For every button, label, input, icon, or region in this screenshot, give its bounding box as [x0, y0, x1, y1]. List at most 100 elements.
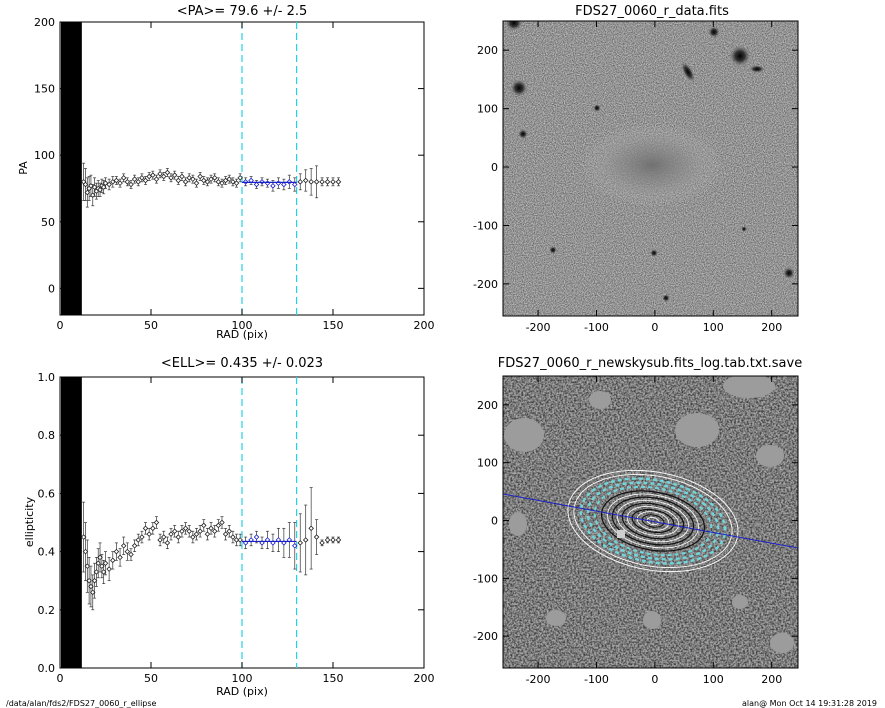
pa-data-point: [120, 173, 127, 183]
ellipticity-data-point: [324, 536, 331, 544]
pa-point-marker: [168, 175, 174, 181]
ellipticity-data-point: [120, 536, 127, 555]
star: [749, 65, 765, 73]
pa-x-tick-label: 100: [232, 319, 253, 332]
ellipticity-point-marker: [80, 534, 87, 540]
ellipticity-point-marker: [135, 537, 142, 543]
pa-point-marker: [120, 175, 127, 181]
pa-y-tick-label: 50: [41, 216, 55, 229]
star: [741, 226, 747, 232]
data-image-x-tick-label: -100: [584, 321, 609, 334]
ellipticity-data-point: [93, 557, 100, 587]
pa-data-point: [302, 169, 309, 192]
pa-data-point: [281, 178, 287, 191]
ellipticity-point-marker: [110, 557, 116, 564]
ellipticity-data-point: [164, 536, 171, 550]
star: [662, 294, 670, 302]
pa-point-marker: [186, 175, 192, 181]
masked-regions: [504, 376, 794, 653]
pa-data-point: [168, 173, 174, 183]
ellipticity-point-marker: [89, 589, 96, 596]
pa-point-marker: [335, 179, 342, 185]
star: [505, 21, 523, 31]
model-image-x-tick-label: 0: [651, 673, 658, 686]
data-image-x-tick-label: 200: [761, 321, 782, 334]
ellipticity-point-marker: [226, 528, 233, 534]
pa-point-marker: [82, 181, 89, 188]
ellipticity-x-tick-label: 50: [144, 672, 158, 685]
ellipticity-point-marker: [142, 525, 149, 532]
pa-data-point: [106, 178, 112, 191]
pa-data-point: [335, 177, 342, 187]
ellipticity-data-point: [91, 562, 98, 599]
ellipticity-point-marker: [160, 534, 167, 540]
ellipticity-data-point: [211, 525, 218, 538]
pa-point-marker: [204, 179, 211, 185]
ellipticity-data-point: [113, 542, 120, 561]
ellipticity-point-marker: [102, 560, 109, 567]
ellipticity-data-point: [215, 519, 222, 532]
ellipticity-data-point: [286, 522, 293, 558]
ellipticity-point-marker: [292, 543, 298, 549]
ellipticity-point-marker: [131, 543, 138, 549]
ellipticity-point-marker: [97, 554, 103, 561]
pa-point-marker: [157, 171, 163, 177]
ellipticity-data-point: [179, 525, 185, 538]
pa-point-marker: [84, 189, 91, 196]
model-image-y-tick-label: 0: [491, 515, 498, 528]
ellipticity-data-point: [124, 542, 131, 561]
ellipticity-data-point: [197, 525, 203, 538]
ellipticity-inner-region-fill: [60, 377, 82, 668]
pa-data-point: [230, 177, 236, 187]
footer-timestamp: alan@ Mon Oct 14 19:31:28 2019: [742, 699, 877, 708]
pa-point-marker: [253, 181, 260, 188]
ellipticity-point-marker: [164, 540, 171, 546]
star: [650, 249, 658, 257]
pa-data-point: [157, 169, 163, 179]
pa-point-marker: [237, 175, 243, 181]
pa-data-point: [182, 177, 189, 187]
pa-point-marker: [193, 180, 200, 186]
ellipticity-point-marker: [171, 528, 178, 534]
ellipticity-data-point: [201, 519, 207, 532]
pa-data-point: [110, 176, 116, 188]
ellipticity-data-point: [131, 539, 138, 552]
pa-point-marker: [330, 179, 336, 185]
ellipticity-data-point: [153, 516, 160, 529]
ellipticity-data-point: [330, 536, 336, 544]
pa-data-point: [117, 178, 123, 188]
pa-x-tick-label: 150: [323, 319, 344, 332]
ellipticity-point-marker: [335, 537, 342, 543]
pa-point-marker: [211, 175, 218, 181]
pa-data-point: [292, 177, 298, 192]
pa-data-point: [146, 172, 152, 181]
ellipticity-point-marker: [222, 531, 229, 537]
ellipticity-data-point: [319, 539, 325, 547]
pa-point-marker: [128, 181, 134, 188]
ellipticity-point-marker: [82, 548, 89, 555]
data-image-title: FDS27_0060_r_data.fits: [575, 4, 729, 19]
model-image-y-tick-label: 100: [477, 457, 498, 470]
pa-data-point: [233, 178, 240, 188]
ellipticity-data-point: [219, 516, 225, 529]
pa-point-marker: [102, 180, 109, 186]
ellipticity-x-tick-label: 150: [323, 672, 344, 685]
ellipticity-y-axis-label: ellipticity: [23, 496, 36, 547]
pa-point-marker: [182, 179, 189, 185]
ellipticity-data-point: [135, 533, 142, 547]
pa-point-marker: [226, 176, 233, 182]
pa-point-marker: [297, 179, 304, 185]
ellipticity-point-marker: [120, 543, 127, 549]
pa-data-point: [330, 177, 336, 187]
ellipticity-x-tick-label: 100: [232, 672, 253, 685]
pa-data-point: [204, 177, 211, 187]
star: [549, 246, 557, 254]
pa-point-marker: [219, 180, 225, 186]
pa-point-marker: [91, 184, 98, 190]
data-image-y-tick-label: 0: [491, 161, 498, 174]
star: [510, 79, 528, 97]
ellipticity-point-marker: [150, 525, 156, 532]
ellipticity-data-point: [230, 530, 236, 544]
pa-point-marker: [308, 179, 314, 185]
data-image-y-tick-label: 200: [477, 44, 498, 57]
